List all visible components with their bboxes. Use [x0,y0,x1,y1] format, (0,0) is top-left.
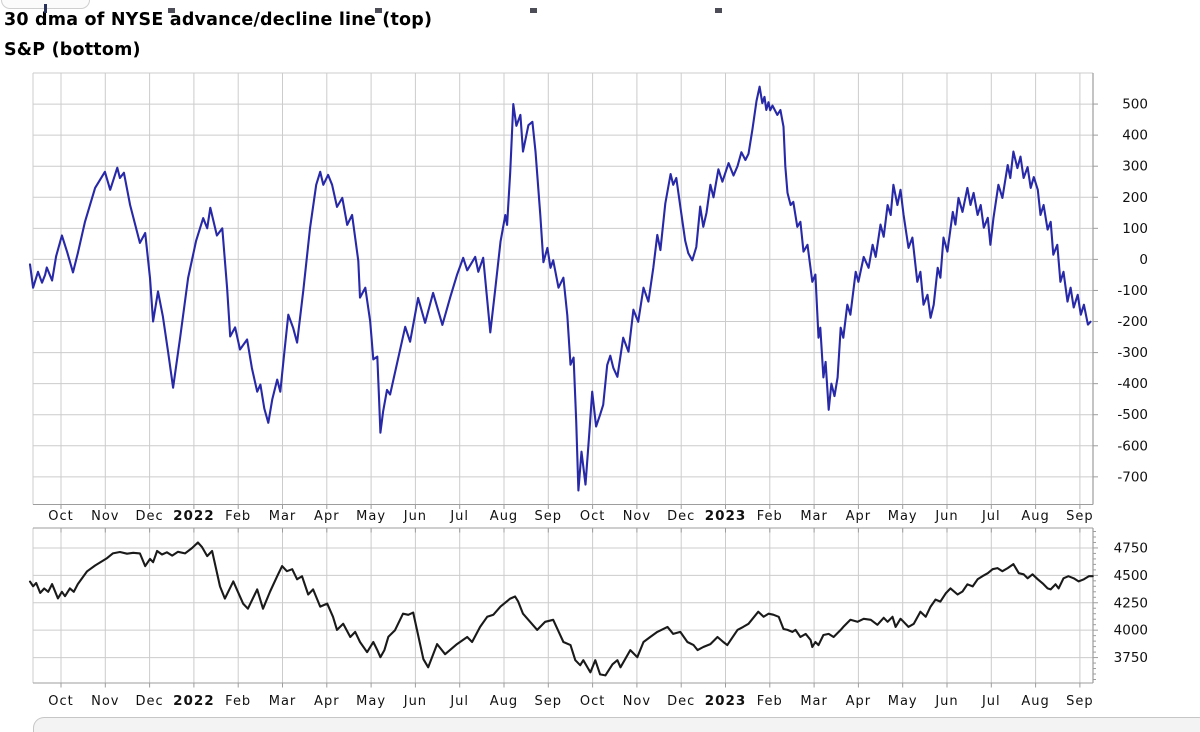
y-tick-label: 4250 [1114,595,1148,611]
y-tick-label: 0 [1139,252,1148,268]
month-label: Sep [1066,694,1094,709]
month-label: Apr [314,509,340,524]
month-label: Jun [934,509,958,524]
toolbar-glyph-icon[interactable] [530,8,537,13]
chart-title-block: 30 dma of NYSE advance/decline line (top… [4,5,432,65]
month-label: Apr [314,694,340,709]
month-label: Oct [580,509,605,524]
month-label: 2023 [705,508,747,524]
month-label: Jun [403,509,427,524]
month-label: Mar [269,509,297,524]
top-chart: Oct Nov Dec 2022 Feb Mar Apr May Jun Jul Aug Sep Oct… [28,72,1148,524]
month-label: Jul [449,694,469,709]
month-label: Aug [490,509,518,524]
month-label: Jun [403,694,427,709]
y-tick-label: -100 [1117,283,1148,299]
y-tick-label: 400 [1122,128,1148,144]
month-label: Aug [1021,694,1049,709]
month-label: May [888,509,918,524]
month-label: Apr [846,509,872,524]
month-label: Jul [981,694,1001,709]
toolbar-glyph-icon[interactable] [44,4,47,13]
month-label: Apr [846,694,872,709]
bottom-chart-series-line [28,541,1094,677]
month-label: Feb [225,509,251,524]
month-label: Jun [934,694,958,709]
month-label: Sep [535,509,563,524]
month-label: Oct [48,694,73,709]
month-label: Aug [490,694,518,709]
y-tick-label: -700 [1117,469,1148,485]
page-title-line1: 30 dma of NYSE advance/decline line (top… [4,10,433,30]
month-label: Sep [535,694,563,709]
y-tick-label: -400 [1117,376,1148,392]
y-tick-label: 500 [1122,97,1148,113]
month-label: Feb [757,694,783,709]
month-label: Nov [91,509,119,524]
y-tick-label: -200 [1117,314,1148,330]
month-label: Dec [136,509,164,524]
month-label: Nov [91,694,119,709]
y-tick-label: -600 [1117,438,1148,454]
month-label: Jul [981,509,1001,524]
month-label: 2022 [173,693,215,709]
month-label: May [356,509,386,524]
month-label: Nov [623,694,651,709]
month-label: Mar [800,509,828,524]
y-tick-label: 200 [1122,190,1148,206]
month-label: 2023 [705,693,747,709]
y-tick-label: 4000 [1114,623,1148,639]
y-tick-label: 3750 [1114,650,1148,666]
month-label: Dec [667,509,695,524]
y-tick-label: -300 [1117,345,1148,361]
y-tick-label: -500 [1117,407,1148,423]
month-label: Dec [667,694,695,709]
month-label: Mar [269,694,297,709]
month-label: Sep [1066,509,1094,524]
toolbar-glyph-icon[interactable] [375,8,382,13]
month-label: 2022 [173,508,215,524]
month-label: May [888,694,918,709]
month-label: Oct [580,694,605,709]
month-label: Jul [449,509,469,524]
month-label: Nov [623,509,651,524]
bottom-chart: Oct Nov Dec 2022 Feb Mar Apr May Jun Jul Aug Sep Oct… [28,527,1148,709]
month-label: Mar [800,694,828,709]
month-label: Dec [136,694,164,709]
top-chart-series-line [28,85,1092,492]
y-tick-label: 4750 [1114,540,1148,556]
y-tick-label: 300 [1122,159,1148,175]
toolbar-glyph-icon[interactable] [168,8,175,13]
cut-off-toolbar [33,717,1200,732]
y-tick-label: 4500 [1114,568,1148,584]
month-label: Feb [225,694,251,709]
month-label: Oct [48,509,73,524]
page-title-line2: S&P (bottom) [4,40,141,60]
toolbar-glyph-icon[interactable] [715,8,722,13]
y-tick-label: 100 [1122,221,1148,237]
month-label: Feb [757,509,783,524]
month-label: Aug [1021,509,1049,524]
month-label: May [356,694,386,709]
